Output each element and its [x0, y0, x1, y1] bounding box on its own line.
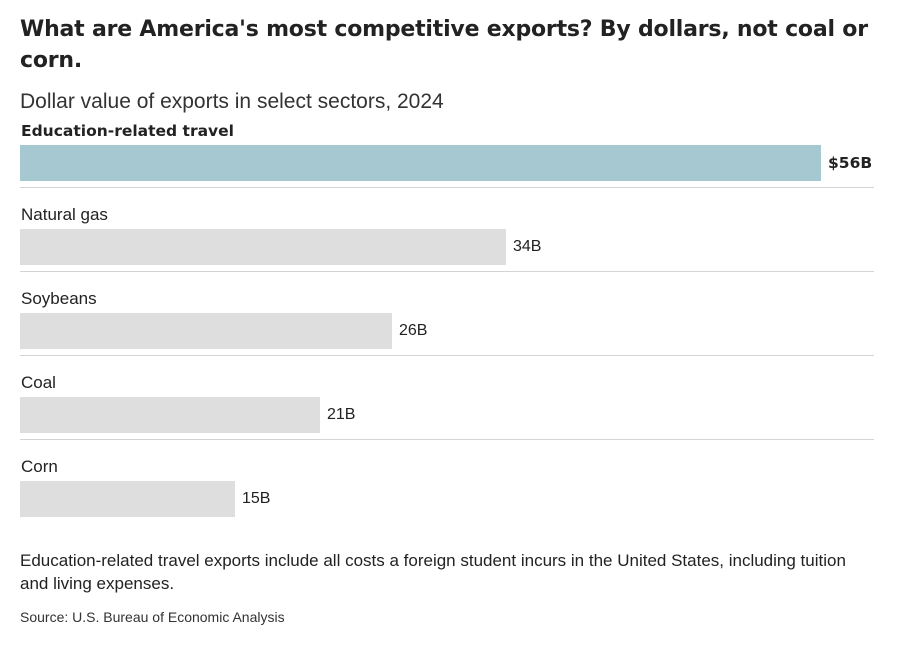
row-divider	[20, 271, 874, 272]
bar	[20, 229, 506, 265]
bar	[20, 145, 821, 181]
value-label: 34B	[513, 238, 542, 255]
bar-row: Soybeans 26B	[20, 289, 874, 373]
chart-footnote: Education-related travel exports include…	[20, 551, 846, 593]
bar-row: Natural gas 34B	[20, 205, 874, 289]
value-label: 15B	[242, 490, 271, 507]
bar-row: Corn 15B	[20, 457, 874, 541]
bar	[20, 397, 320, 433]
value-label: 26B	[399, 322, 428, 339]
value-label: 21B	[327, 406, 356, 423]
bar-chart: Education-related travel $56B Natural gas 3…	[20, 121, 874, 527]
category-label: Education-related travel	[21, 122, 234, 140]
bar	[20, 481, 235, 517]
bar-row: Education-related travel $56B	[20, 121, 874, 205]
category-label: Coal	[21, 373, 56, 392]
bar-row: Coal 21B	[20, 373, 874, 457]
category-label: Natural gas	[21, 205, 108, 224]
chart-container: What are America's most competitive expo…	[20, 14, 874, 527]
chart-title: What are America's most competitive expo…	[20, 17, 868, 73]
chart-source: Source: U.S. Bureau of Economic Analysis	[20, 609, 285, 625]
bar	[20, 313, 392, 349]
row-divider	[20, 187, 874, 188]
chart-subtitle: Dollar value of exports in select sector…	[20, 90, 444, 113]
row-divider	[20, 355, 874, 356]
category-label: Corn	[21, 457, 58, 476]
value-label: $56B	[828, 154, 873, 172]
category-label: Soybeans	[21, 289, 97, 308]
row-divider	[20, 439, 874, 440]
